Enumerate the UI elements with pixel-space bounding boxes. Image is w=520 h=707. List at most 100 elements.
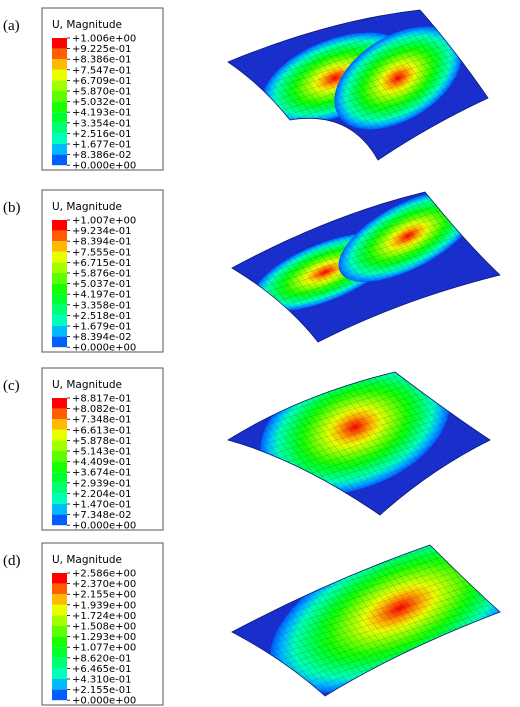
deformed-shell xyxy=(232,545,500,696)
legend: U, Magnitude+1.006e+00+9.225e-01+8.386e-… xyxy=(41,7,164,172)
legend-value: +2.155e+00 xyxy=(72,590,136,601)
legend-value: +6.709e-01 xyxy=(72,76,132,87)
legend-swatch xyxy=(52,504,67,515)
legend-swatch xyxy=(52,429,67,441)
mesh xyxy=(228,10,488,160)
legend-swatch xyxy=(52,636,67,648)
legend-swatch xyxy=(52,304,67,316)
panel: (b) U, Magnitude+1.007e+00+9.234e-01+8.39… xyxy=(3,189,501,354)
legend-swatch xyxy=(52,262,67,273)
legend-swatch xyxy=(52,514,67,526)
legend-swatch xyxy=(52,122,67,134)
legend-swatch xyxy=(52,594,67,605)
shell-outline xyxy=(227,371,491,516)
legend-value: +5.037e-01 xyxy=(72,279,132,290)
legend-value: +8.082e-01 xyxy=(72,404,132,415)
panel-label: (b) xyxy=(3,200,21,216)
legend-swatch xyxy=(52,472,67,483)
legend-swatch xyxy=(52,315,67,326)
legend-value: +1.293e+00 xyxy=(72,632,136,643)
legend-swatch xyxy=(52,326,67,337)
legend-swatch xyxy=(52,294,67,305)
deformed-shell xyxy=(228,10,488,160)
legend-value: +2.204e-01 xyxy=(72,489,132,500)
panel-label: (a) xyxy=(3,18,20,34)
legend-value: +0.000e+00 xyxy=(72,343,136,354)
legend: U, Magnitude +2.586e+00+2.370e+00+2.155e+… xyxy=(41,542,164,707)
legend-value: +4.409e-01 xyxy=(72,457,132,468)
legend-title: U, Magnitude xyxy=(52,201,122,213)
legend-swatch xyxy=(52,689,67,701)
legend-value: +3.674e-01 xyxy=(72,468,132,479)
legend-swatch xyxy=(52,668,67,679)
legend-title: U, Magnitude xyxy=(52,19,122,31)
legend-value: +7.348e-02 xyxy=(72,510,132,521)
legend-value: +7.547e-01 xyxy=(72,65,132,76)
legend-swatch xyxy=(52,59,67,70)
legend-swatch xyxy=(52,48,67,60)
legend-value: +5.870e-01 xyxy=(72,87,132,98)
legend-value: +1.679e-01 xyxy=(72,322,132,333)
legend-value: +1.677e-01 xyxy=(72,140,132,151)
legend-title: U, Magnitude xyxy=(52,554,122,566)
legend-swatch xyxy=(52,657,67,669)
legend-swatch xyxy=(52,273,67,284)
legend-swatch xyxy=(52,679,67,690)
legend-value: +4.193e-01 xyxy=(72,108,132,119)
legend-value: +2.370e+00 xyxy=(72,579,136,590)
legend-swatch xyxy=(52,220,67,231)
legend-value: +2.518e-01 xyxy=(72,311,132,322)
legend-value: +0.000e+00 xyxy=(72,161,136,172)
legend-value: +1.006e+00 xyxy=(72,34,136,45)
legend-swatch xyxy=(52,583,67,595)
legend-swatch xyxy=(52,69,67,81)
legend-swatch xyxy=(52,461,67,473)
legend-value: +1.470e-01 xyxy=(72,500,132,511)
legend-swatch xyxy=(52,451,67,462)
legend-swatch xyxy=(52,626,67,637)
mesh xyxy=(232,545,500,696)
legend-value: +0.000e+00 xyxy=(72,521,136,532)
legend-value: +5.032e-01 xyxy=(72,97,132,108)
legend-value: +3.358e-01 xyxy=(72,300,132,311)
panel: (d) U, Magnitude+2.586e+00+2.370e+00+2.15… xyxy=(3,542,501,707)
legend-swatch xyxy=(52,154,67,166)
legend-value: +1.508e+00 xyxy=(72,622,136,633)
legend-swatch xyxy=(52,133,67,144)
legend-value: +8.386e-02 xyxy=(72,150,132,161)
legend-value: +8.817e-01 xyxy=(72,394,132,405)
legend-value: +6.715e-01 xyxy=(72,258,132,269)
legend-swatch xyxy=(52,419,67,430)
legend-swatch xyxy=(52,144,67,155)
legend-value: +0.000e+00 xyxy=(72,696,136,707)
legend-value: +1.939e+00 xyxy=(72,600,136,611)
legend-swatch xyxy=(52,573,67,584)
shell-outline xyxy=(227,9,489,161)
legend-swatch xyxy=(52,647,67,658)
shell-outline xyxy=(231,544,501,697)
legend-swatch xyxy=(52,398,67,409)
legend-value: +8.394e-02 xyxy=(72,332,132,343)
legend-swatch xyxy=(52,91,67,102)
legend-swatch xyxy=(52,336,67,348)
legend-swatch xyxy=(52,493,67,504)
legend-value: +1.007e+00 xyxy=(72,216,136,227)
legend-value: +1.724e+00 xyxy=(72,611,136,622)
legend-value: +6.465e-01 xyxy=(72,664,132,675)
legend-value: +4.197e-01 xyxy=(72,290,132,301)
panel-label: (d) xyxy=(3,553,21,569)
legend: U, Magnitude+1.007e+00+9.234e-01+8.394e-… xyxy=(41,189,164,354)
legend-value: +7.555e-01 xyxy=(72,247,132,258)
mesh xyxy=(228,372,490,515)
legend-value: +8.394e-01 xyxy=(72,237,132,248)
legend-value: +9.234e-01 xyxy=(72,226,132,237)
legend-swatch xyxy=(52,112,67,123)
deformed-shell xyxy=(232,192,500,342)
legend-value: +7.348e-01 xyxy=(72,415,132,426)
legend-title: U, Magnitude xyxy=(52,379,122,391)
legend-swatch xyxy=(52,283,67,295)
legend-swatch xyxy=(52,251,67,263)
legend-swatch xyxy=(52,38,67,49)
legend-value: +5.878e-01 xyxy=(72,436,132,447)
legend-swatch xyxy=(52,408,67,420)
